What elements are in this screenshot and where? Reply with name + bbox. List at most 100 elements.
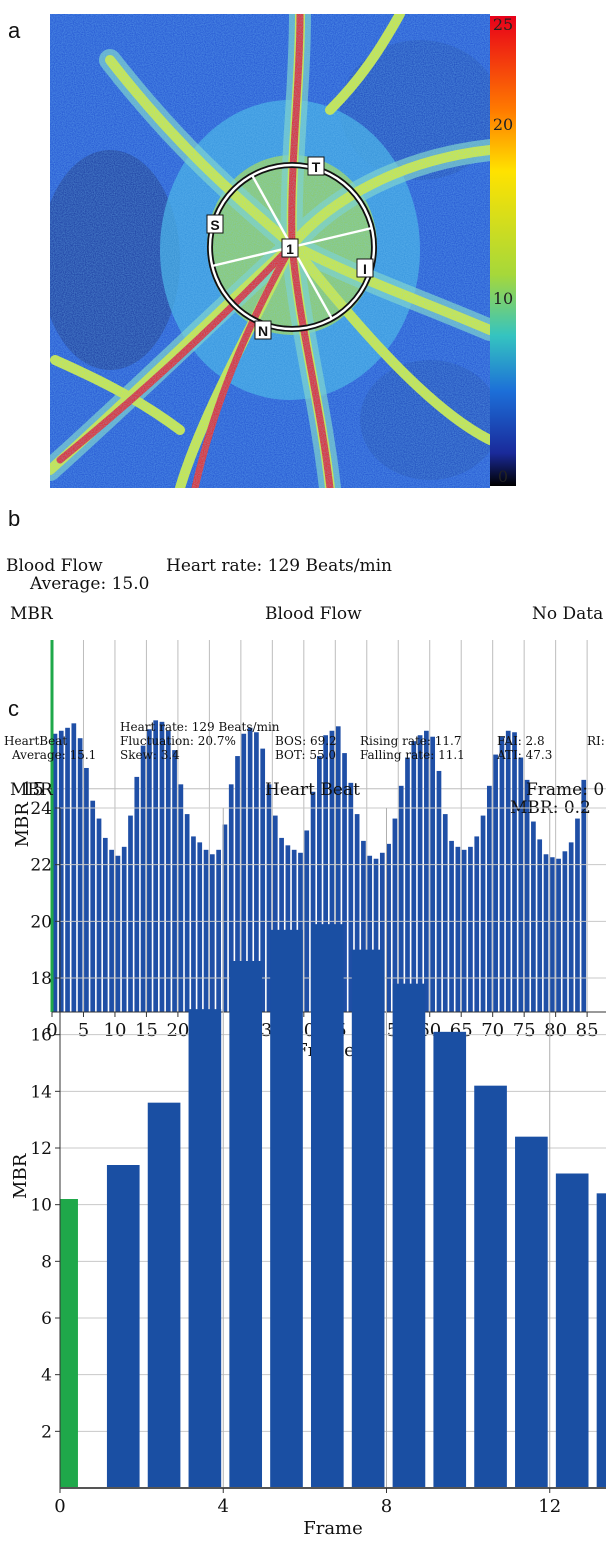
bar-b-76	[531, 821, 536, 1012]
readout-frame: Frame: 0	[526, 780, 605, 800]
bar-b-3	[71, 723, 77, 1012]
y-axis-label-c: MBR	[10, 1153, 31, 1199]
bot: BOT: 55.0	[275, 748, 337, 762]
fai: FAI: 2.8	[497, 734, 545, 748]
bar-b-42	[317, 756, 322, 1012]
colorbar-tick-25: 25	[493, 15, 513, 34]
colorbar-tick-20: 20	[493, 115, 513, 134]
heartbeat-label: HeartBeat	[4, 734, 68, 748]
bar-b-69	[486, 785, 492, 1012]
x-tick-b-20: 20	[166, 1020, 189, 1041]
x-tick-b-70: 70	[481, 1020, 504, 1041]
bar-c-8	[392, 983, 426, 1488]
x-tick-b-75: 75	[513, 1020, 536, 1041]
fluctuation: Fluctuation: 20.7%	[120, 734, 236, 748]
bar-b-47	[348, 782, 354, 1012]
blood-flow-map: S T I N 1 25 20 10 0	[50, 14, 516, 488]
heart-rate-b: Heart rate: 129 Beats/min	[166, 556, 392, 576]
bar-b-70	[493, 754, 498, 1012]
region-box-N	[254, 320, 272, 340]
region-label-N: N	[258, 323, 268, 339]
bar-b-80	[556, 858, 561, 1012]
bar-b-15	[147, 729, 152, 1012]
bar-b-67	[474, 836, 480, 1012]
x-tick-c-0: 0	[54, 1496, 65, 1517]
bar-b-20	[178, 784, 184, 1012]
bar-b-65	[461, 849, 467, 1012]
bar-b-56	[405, 757, 410, 1012]
bar-b-54	[392, 818, 398, 1012]
bar-b-10	[115, 855, 121, 1012]
region-label-1: 1	[286, 241, 294, 257]
rising-rate: Rising rate: 11.7	[360, 734, 462, 748]
bar-b-49	[361, 840, 366, 1012]
y-tick-c-12: 12	[30, 1139, 52, 1159]
bar-b-23	[197, 842, 203, 1012]
bar-b-30	[241, 733, 247, 1012]
bar-b-12	[128, 815, 133, 1012]
x-axis-label-c: Frame	[303, 1518, 363, 1539]
bar-b-44	[329, 730, 335, 1012]
bar-b-25	[209, 854, 215, 1012]
x-tick-b-0: 0	[46, 1020, 57, 1041]
bar-b-84	[581, 779, 587, 1012]
bar-b-43	[323, 735, 328, 1012]
no-data-label: No Data	[532, 604, 604, 624]
bar-b-72	[505, 730, 511, 1012]
bar-b-14	[140, 745, 146, 1012]
region-box-T	[307, 156, 325, 176]
bar-b-51	[373, 858, 379, 1012]
y-tick-c-6: 6	[41, 1309, 52, 1329]
y-tick-c-20: 20	[30, 912, 52, 932]
region-box-1	[281, 238, 299, 258]
x-tick-c-4: 4	[218, 1496, 229, 1517]
bar-b-1	[58, 730, 64, 1012]
bar-b-24	[203, 849, 209, 1012]
bar-c-11	[515, 1136, 548, 1488]
bar-b-2	[65, 727, 70, 1012]
chart-title-b: Blood Flow	[265, 604, 362, 624]
bar-c-7	[351, 949, 385, 1488]
bar-b-28	[228, 784, 234, 1012]
blood-flow-title: Blood Flow	[6, 556, 103, 576]
x-tick-b-85: 85	[576, 1020, 599, 1041]
bar-b-0	[52, 733, 58, 1012]
region-label-T: T	[312, 159, 321, 175]
bar-c-1	[106, 1165, 140, 1488]
y-tick-c-16: 16	[30, 1026, 52, 1046]
bar-b-18	[165, 730, 171, 1012]
bar-b-78	[543, 854, 549, 1012]
skew: Skew: 3.4	[120, 748, 180, 762]
bar-b-74	[518, 757, 524, 1012]
bar-c-4	[229, 961, 263, 1488]
bar-b-62	[442, 814, 448, 1012]
bar-b-79	[549, 857, 555, 1012]
bar-b-6	[90, 800, 96, 1012]
bar-b-66	[468, 846, 473, 1012]
y-tick-c-10: 10	[30, 1196, 52, 1216]
chart-title-c: Heart Beat	[265, 780, 360, 800]
y-tick-c-2: 2	[41, 1422, 52, 1442]
y-axis-label-b: MBR	[12, 802, 33, 848]
y-tick-c-14: 14	[30, 1082, 52, 1102]
bar-b-34	[266, 784, 272, 1012]
bar-b-11	[121, 846, 127, 1012]
colorbar	[490, 16, 516, 486]
bar-b-16	[153, 720, 159, 1012]
bar-b-4	[77, 738, 83, 1012]
bar-b-37	[285, 845, 291, 1012]
bar-b-58	[417, 735, 423, 1012]
bar-b-83	[575, 818, 580, 1012]
average-c: Average: 15.1	[12, 748, 97, 762]
bar-b-57	[411, 741, 417, 1012]
panel-c-label: c	[8, 696, 19, 721]
bar-b-7	[96, 818, 102, 1012]
bar-b-5	[84, 767, 89, 1012]
bar-b-13	[134, 776, 140, 1012]
x-tick-c-12: 12	[538, 1496, 561, 1517]
bar-b-26	[216, 849, 221, 1012]
bar-b-52	[379, 852, 385, 1012]
bar-b-46	[342, 753, 347, 1012]
region-box-I	[356, 258, 374, 278]
perfusion-image	[50, 14, 490, 488]
